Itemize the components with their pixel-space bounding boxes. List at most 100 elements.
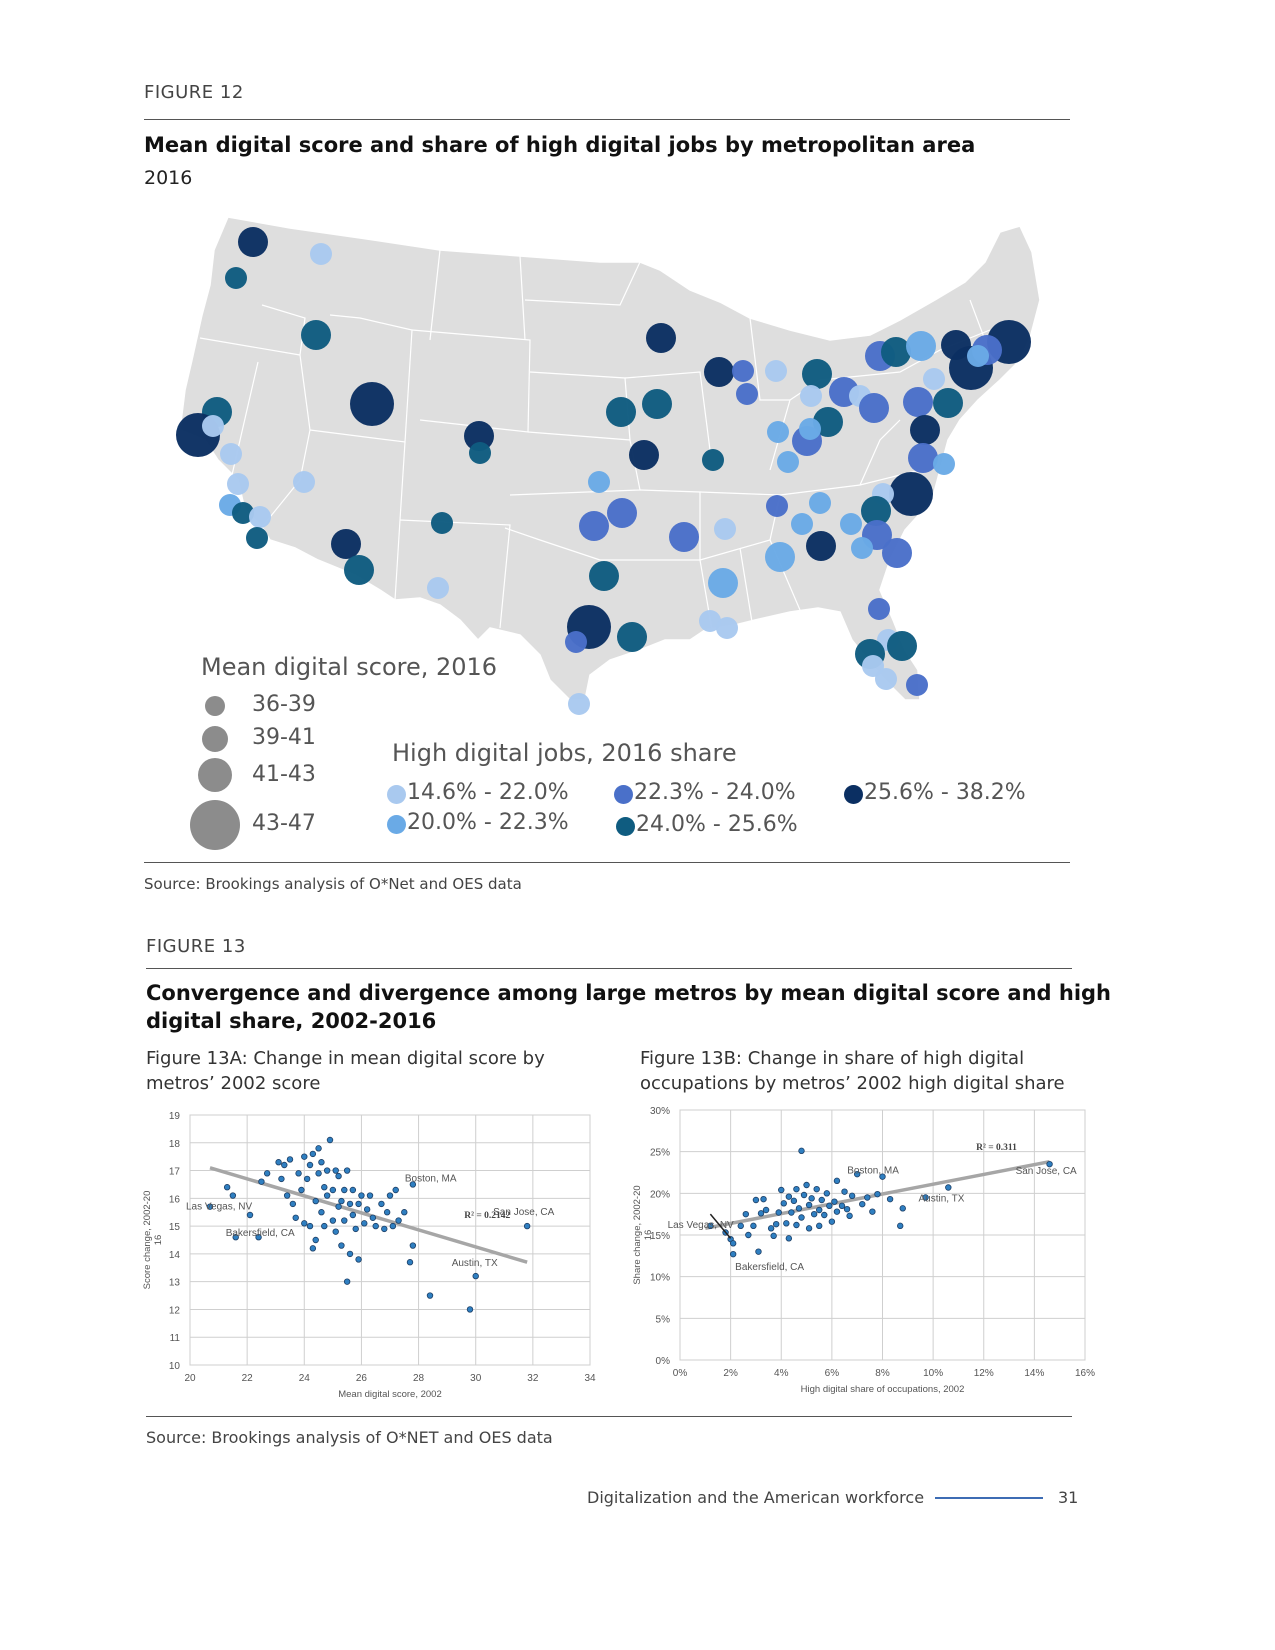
- data-point: [329, 1217, 337, 1224]
- metro-bubble: [617, 622, 647, 652]
- data-point: [318, 1159, 325, 1166]
- data-point: [392, 1186, 399, 1194]
- data-point: [755, 1248, 762, 1255]
- metro-bubble: [861, 496, 891, 526]
- data-point: [760, 1195, 767, 1203]
- data-point: [335, 1172, 342, 1180]
- legend-size-swatch-1: [205, 696, 225, 716]
- x-tick-label: 28: [413, 1373, 425, 1384]
- legend-size-swatch-2: [202, 726, 228, 752]
- data-point: [395, 1217, 402, 1224]
- data-point: [258, 1178, 265, 1185]
- metro-bubble: [906, 674, 928, 696]
- data-point: [945, 1184, 952, 1191]
- metro-bubble: [704, 357, 734, 387]
- x-tick-label: 30: [470, 1373, 482, 1384]
- data-point: [831, 1198, 838, 1205]
- legend-size-label-1: 36-39: [252, 692, 316, 717]
- metro-bubble: [568, 693, 590, 715]
- metro-bubble: [910, 415, 940, 445]
- r-squared-label: R² = 0.2142: [464, 1211, 510, 1221]
- metro-bubble: [227, 473, 249, 495]
- metro-bubble: [887, 631, 917, 661]
- data-point: [897, 1222, 904, 1230]
- metro-bubble: [225, 267, 247, 289]
- metro-bubble: [767, 421, 789, 443]
- point-annotation: San Jose, CA: [493, 1207, 554, 1218]
- data-point: [303, 1175, 311, 1183]
- metro-bubble: [903, 387, 933, 417]
- metro-bubble: [933, 453, 955, 475]
- metro-bubble: [881, 337, 911, 367]
- data-point: [790, 1197, 798, 1205]
- metro-bubble: [859, 393, 889, 423]
- metro-bubble: [708, 568, 738, 598]
- data-point: [206, 1203, 214, 1210]
- data-point: [329, 1186, 337, 1194]
- metro-bubble: [469, 442, 491, 464]
- metro-bubble: [238, 227, 268, 257]
- x-tick-label: 26: [356, 1373, 368, 1384]
- data-point: [223, 1184, 231, 1191]
- data-point: [798, 1147, 805, 1155]
- x-tick-label: 0%: [673, 1368, 688, 1379]
- y-axis-label-2: 16: [643, 1230, 654, 1241]
- data-point: [281, 1161, 288, 1169]
- data-point: [808, 1195, 815, 1202]
- data-point: [275, 1159, 282, 1166]
- data-point: [326, 1136, 334, 1144]
- x-axis-label: High digital share of occupations, 2002: [801, 1384, 965, 1395]
- legend-size-title: Mean digital score, 2016: [201, 653, 498, 681]
- data-point: [286, 1156, 294, 1163]
- data-point: [788, 1209, 795, 1216]
- figure-12-title: Mean digital score and share of high dig…: [144, 133, 976, 157]
- data-point: [762, 1206, 770, 1214]
- data-point: [229, 1192, 237, 1199]
- data-point: [750, 1222, 757, 1230]
- legend-color-swatch-3: [614, 785, 633, 804]
- metro-bubble: [350, 382, 394, 426]
- x-axis-label: Mean digital score, 2002: [338, 1389, 442, 1400]
- data-point: [346, 1200, 354, 1208]
- metro-bubble: [923, 368, 945, 390]
- data-point: [369, 1214, 377, 1221]
- annotation-leader-line: [709, 1213, 732, 1239]
- y-tick-label: 12: [169, 1305, 181, 1316]
- metro-bubble: [777, 451, 799, 473]
- figure-13b-title-line2: occupations by metros’ 2002 high digital…: [640, 1073, 1065, 1094]
- metro-bubble: [293, 471, 315, 493]
- x-tick-label: 22: [242, 1373, 254, 1384]
- y-tick-label: 11: [170, 1333, 181, 1344]
- plot-area: [189, 1114, 591, 1366]
- metro-bubble: [344, 555, 374, 585]
- y-tick-label: 30%: [650, 1106, 670, 1117]
- data-point: [823, 1190, 831, 1197]
- data-point: [828, 1218, 836, 1225]
- metro-bubble: [232, 502, 254, 524]
- point-annotation: Bakersfield, CA: [735, 1262, 804, 1273]
- x-tick-label: 12%: [974, 1368, 994, 1379]
- y-axis-label: Score change, 2002-20: [142, 1191, 153, 1290]
- metro-bubble: [714, 518, 736, 540]
- y-tick-label: 20%: [650, 1189, 670, 1200]
- data-point: [864, 1194, 871, 1201]
- data-point: [426, 1292, 434, 1299]
- data-point: [805, 1201, 813, 1209]
- y-axis-label-2: 16: [153, 1235, 164, 1246]
- data-point: [793, 1185, 800, 1193]
- point-annotation: Boston, MA: [405, 1173, 457, 1184]
- data-point: [232, 1234, 239, 1241]
- point-annotation: San Jose, CA: [1016, 1166, 1077, 1177]
- metro-bubble: [809, 492, 831, 514]
- data-point: [341, 1186, 348, 1194]
- data-point: [343, 1167, 351, 1174]
- data-point: [922, 1194, 929, 1201]
- metro-bubble: [806, 531, 836, 561]
- x-tick-label: 6%: [825, 1368, 840, 1379]
- data-point: [283, 1192, 291, 1199]
- x-tick-label: 4%: [774, 1368, 789, 1379]
- metro-bubble: [702, 449, 724, 471]
- metro-bubble: [589, 561, 619, 591]
- data-point: [406, 1259, 414, 1266]
- data-point: [793, 1221, 800, 1229]
